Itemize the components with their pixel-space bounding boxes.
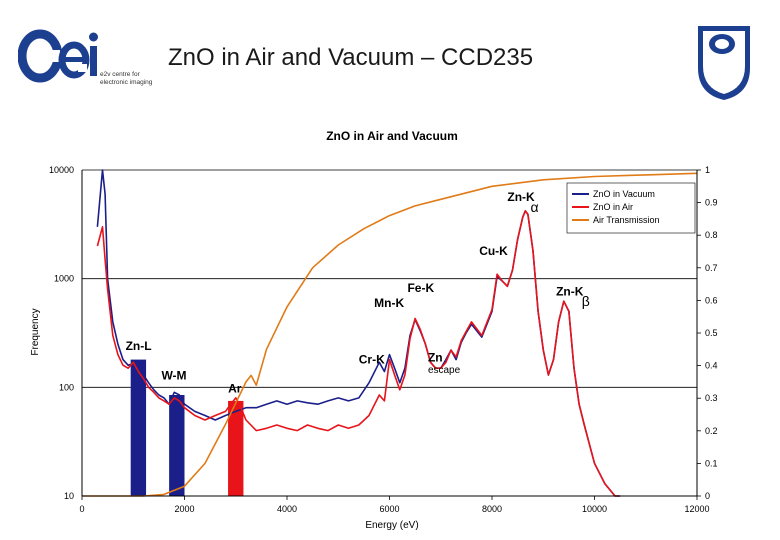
annotation-label: β xyxy=(582,293,590,309)
y-tick-label: 1000 xyxy=(54,274,74,284)
annotation-label: Fe-K xyxy=(407,281,434,295)
axes xyxy=(81,170,698,497)
annotation-label: Cu-K xyxy=(479,244,508,258)
x-tick-label: 12000 xyxy=(684,504,709,514)
logo-caption-line1: e2v centre for xyxy=(100,71,141,78)
y2-tick-label: 0.1 xyxy=(705,458,718,468)
annotation-label: Ar xyxy=(228,381,242,395)
highlight-bar xyxy=(228,400,244,496)
x-tick-label: 8000 xyxy=(482,504,502,514)
logo-caption-line2: electronic imaging xyxy=(100,79,153,86)
y2-tick-label: 0.4 xyxy=(705,361,718,371)
e2v-logo: e2v centre for electronic imaging xyxy=(17,24,158,92)
y2-tick-label: 0.8 xyxy=(705,230,718,240)
legend-label: Air Transmission xyxy=(593,215,660,225)
annotation-label: Zn xyxy=(428,351,443,365)
x-axis-label: Energy (eV) xyxy=(365,520,418,531)
y2-tick-label: 1 xyxy=(705,165,710,175)
x-tick-label: 2000 xyxy=(174,504,194,514)
y2-tick-label: 0.6 xyxy=(705,295,718,305)
y-tick-label: 10 xyxy=(64,491,74,501)
annotation-label: escape xyxy=(428,365,461,376)
y-axis-label: Frequency xyxy=(30,308,41,355)
x-tick-label: 10000 xyxy=(582,504,607,514)
series-line xyxy=(82,172,698,497)
highlight-bar xyxy=(130,359,147,496)
x-tick-label: 0 xyxy=(79,504,84,514)
y-tick-label: 10000 xyxy=(49,165,74,175)
gridlines xyxy=(82,169,697,497)
series-lines xyxy=(82,169,698,497)
y2-tick-label: 0.2 xyxy=(705,426,718,436)
annotation-label: Mn-K xyxy=(374,296,404,310)
annotation-label: Zn-K xyxy=(556,284,584,298)
y2-tick-label: 0.3 xyxy=(705,393,718,403)
series-line xyxy=(96,169,621,497)
legend-label: ZnO in Air xyxy=(593,202,633,212)
legend: ZnO in Vacuum ZnO in Air Air Transmission xyxy=(566,182,696,234)
x-tick-label: 4000 xyxy=(277,504,297,514)
chart-title: ZnO in Air and Vacuum xyxy=(326,129,458,143)
annotation-label: Cr-K xyxy=(359,353,385,367)
slide-title: ZnO in Air and Vacuum – CCD235 xyxy=(168,44,534,71)
annotation-label: W-M xyxy=(161,369,186,383)
annotation-label: Zn-K xyxy=(507,190,535,204)
annotation-label: α xyxy=(530,199,538,215)
highlight-bar xyxy=(169,395,185,496)
highlight-bars xyxy=(130,359,244,496)
y2-tick-label: 0.7 xyxy=(705,263,718,273)
y2-tick-label: 0.5 xyxy=(705,328,718,338)
series-line xyxy=(96,210,621,497)
x-tick-label: 6000 xyxy=(379,504,399,514)
annotation-label: Zn-L xyxy=(126,339,152,353)
y-tick-label: 100 xyxy=(59,382,74,392)
y2-tick-label: 0 xyxy=(705,491,710,501)
legend-label: ZnO in Vacuum xyxy=(593,189,655,199)
open-university-logo xyxy=(694,24,754,102)
y2-tick-label: 0.9 xyxy=(705,198,718,208)
tick-labels: 0 2000 4000 6000 8000 10000 120001010010001000… xyxy=(49,165,718,514)
